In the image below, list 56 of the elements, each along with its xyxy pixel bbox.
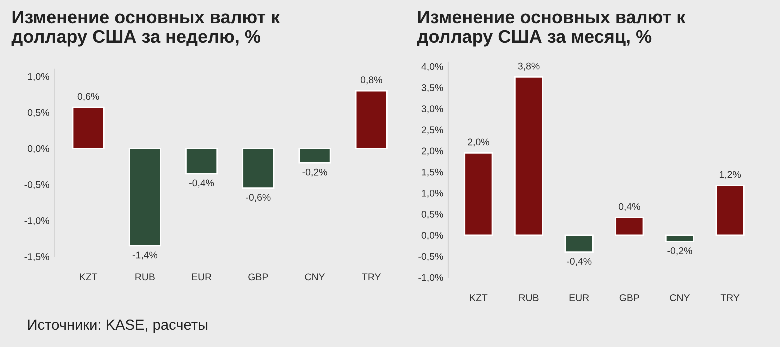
data-label: 0,6% [78,93,100,102]
y-tick-label: 0,5% [28,109,50,118]
text: Источники: KASE, расчеты [28,320,208,333]
x-tick-label: KZT [470,294,488,302]
data-label: -0,4% [190,180,214,188]
x-tick-label: TRY [720,294,740,302]
y-tick-label: -0,5% [418,253,444,262]
data-label: 3,8% [518,62,540,71]
chart-title: Изменение основных валют к доллару США за неделю, % [12,11,280,47]
chart-title: Изменение основных валют к доллару США за месяц, % [417,11,686,47]
bar [665,234,695,242]
x-tick-label: RUB [136,274,155,281]
y-tick-label: -1,5% [24,254,50,262]
y-tick-label: 2,5% [422,126,444,135]
y-tick-label: 3,5% [422,84,444,93]
y-tick-label: 0,0% [422,232,444,240]
bar [716,184,745,236]
y-tick-label: -1,0% [418,274,444,282]
x-tick-label: EUR [570,294,590,302]
y-tick-label: 0,0% [28,145,50,154]
x-tick-label: RUB [520,294,539,302]
x-tick-label: GBP [620,294,640,302]
data-label: -0,2% [668,248,692,256]
data-label: -0,6% [246,194,271,202]
data-label: 0,4% [618,203,640,212]
bar [242,148,275,190]
y-tick-label: 1,5% [422,168,444,177]
y-tick-label: 4,0% [422,63,444,72]
y-tick-label: 3,0% [422,106,444,114]
bar [564,234,594,253]
x-tick-label: TRY [362,274,382,280]
data-label: -0,2% [302,168,328,177]
data-label: -1,4% [132,252,158,260]
x-tick-label: KZT [80,274,98,280]
bar [298,148,332,164]
x-tick-label: GBP [248,274,268,281]
x-tick-label: CNY [305,274,326,281]
bar [615,217,644,236]
y-tick-label: 1,0% [28,73,50,82]
bar [128,148,162,247]
x-tick-label: EUR [192,274,212,281]
x-tick-label: CNY [670,294,690,302]
y-tick-label: 2,0% [422,148,444,156]
bar [514,76,544,236]
bar [186,148,218,175]
y-tick-label: 0,5% [422,211,444,220]
data-label: 1,2% [720,171,742,180]
data-label: 0,8% [360,76,382,85]
bar [72,106,105,150]
y-tick-label: -0,5% [24,181,50,190]
y-tick-label: -1,0% [24,217,50,226]
bar [464,152,494,236]
bar [355,90,388,150]
data-label: -0,4% [567,258,592,266]
data-label: 2,0% [468,138,490,147]
y-tick-label: 1,0% [422,190,444,198]
